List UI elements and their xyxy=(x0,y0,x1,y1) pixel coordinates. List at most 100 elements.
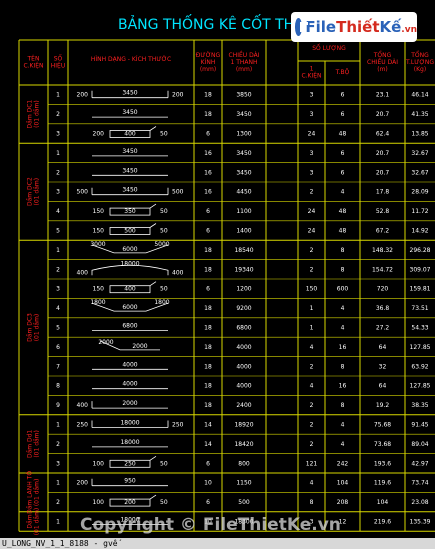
table-row: 3 6 1200 150 600 720 159.81 xyxy=(56,286,431,293)
rebar-line xyxy=(149,223,157,228)
rebar-dim-label: 150 xyxy=(93,228,105,235)
table-row: 1 14 18920 2 4 75.68 91.45 xyxy=(56,422,429,429)
cell-tong-cd: 720 xyxy=(377,286,389,293)
cell-tong-cd: 75.68 xyxy=(374,422,391,429)
cell-duong-kinh: 18 xyxy=(204,266,212,273)
header-chieu-dai: CHIỀU DÀI 1 THANH (mm) xyxy=(229,51,260,73)
cell-tong-tl: 32.67 xyxy=(411,169,428,176)
table-row: 3 6 800 121 242 193.6 42.97 xyxy=(56,460,429,467)
cell-tong-tl: 89.04 xyxy=(411,441,428,448)
cell-so-hieu: 3 xyxy=(56,286,60,293)
cell-tong-tl: 54.33 xyxy=(411,325,428,332)
header-sl-tbo: T.BỘ xyxy=(335,69,350,76)
cell-so-hieu: 8 xyxy=(56,383,60,390)
cell-so-hieu: 2 xyxy=(56,266,60,273)
rebar-shape-straight: 3450 xyxy=(92,109,168,118)
rebar-shape-straight: 4000 xyxy=(92,381,168,390)
cell-sl-tbo: 8 xyxy=(341,363,345,370)
cell-tong-tl: 14.92 xyxy=(411,228,428,235)
cell-sl-1ck: 2 xyxy=(310,189,314,196)
cell-tong-cd: 52.8 xyxy=(376,208,390,215)
cell-so-hieu: 1 xyxy=(56,150,60,157)
cell-sl-tbo: 8 xyxy=(341,266,345,273)
rebar-shape-hook_both: 18000 250 250 xyxy=(77,420,184,429)
rebar-shape-straight: 4000 xyxy=(92,361,168,370)
cell-tong-cd: 64 xyxy=(379,344,387,351)
rebar-dim-label: 18000 xyxy=(120,260,139,267)
rebar-shape-straight: 3450 xyxy=(92,148,168,157)
cell-tong-tl: 28.09 xyxy=(411,189,428,196)
rebar-dim-label: 400 xyxy=(77,402,89,409)
cell-tong-cd: 67.2 xyxy=(376,228,390,235)
cell-sl-1ck: 150 xyxy=(306,286,318,293)
cell-so-hieu: 6 xyxy=(56,344,60,351)
rebar-shape-stirrup: 200 100 50 xyxy=(93,494,168,507)
command-line[interactable]: U_LONG_NV_1_1_8188 - gvế xyxy=(0,538,435,549)
cell-tong-cd: 23.1 xyxy=(376,92,390,99)
rebar-stirrup-rect xyxy=(109,207,151,216)
rebar-arc-path xyxy=(91,264,169,276)
cell-duong-kinh: 14 xyxy=(204,422,212,429)
rebar-dim-label: 200 xyxy=(124,499,136,506)
rebar-line xyxy=(149,203,157,209)
logo-part1: File xyxy=(305,18,337,36)
cell-duong-kinh: 18 xyxy=(204,111,212,118)
rebar-dim-label: 200 xyxy=(77,92,89,99)
logo-mark-icon xyxy=(295,18,309,36)
cell-tong-tl: 63.92 xyxy=(411,363,428,370)
cell-sl-tbo: 104 xyxy=(337,480,349,487)
rebar-shape-slant: 2000 2000 xyxy=(98,339,160,351)
cell-tong-cd: 20.7 xyxy=(376,169,390,176)
rebar-shape-straight: 6800 xyxy=(92,323,168,331)
cell-duong-kinh: 18 xyxy=(204,247,212,254)
cell-tong-cd: 64 xyxy=(379,383,387,390)
cell-duong-kinh: 18 xyxy=(204,363,212,370)
cell-duong-kinh: 18 xyxy=(204,325,212,332)
cell-sl-tbo: 6 xyxy=(341,150,345,157)
cell-so-hieu: 1 xyxy=(56,480,60,487)
cell-sl-tbo: 6 xyxy=(341,169,345,176)
rebar-dim-label: 4000 xyxy=(122,381,137,388)
cell-chieu-dai: 4000 xyxy=(236,344,251,351)
cell-tong-cd: 193.6 xyxy=(374,460,391,467)
table-row: 1 10 1150 4 104 119.6 73.74 xyxy=(56,480,429,487)
table-row: 6 18 4000 4 16 64 127.85 xyxy=(56,344,431,351)
cell-tong-tl: 38.35 xyxy=(411,402,428,409)
cell-tong-cd: 20.7 xyxy=(376,150,390,157)
cell-tong-tl: 73.74 xyxy=(411,480,428,487)
rebar-dim-label: 6000 xyxy=(122,304,137,311)
rebar-stirrup-rect xyxy=(109,227,151,235)
rebar-dim-label: 50 xyxy=(160,208,168,215)
rebar-dim-label: 3450 xyxy=(122,109,137,116)
cell-sl-tbo: 6 xyxy=(341,111,345,118)
table-row: 3 16 4450 2 4 17.8 28.09 xyxy=(56,189,429,196)
cell-sl-1ck: 4 xyxy=(310,344,314,351)
cell-tong-tl: 159.81 xyxy=(410,286,431,293)
cell-tong-tl: 23.08 xyxy=(411,499,428,506)
rebar-dim-label: 200 xyxy=(172,92,184,99)
cell-so-hieu: 1 xyxy=(56,519,60,526)
cell-tong-tl: 11.72 xyxy=(411,208,428,215)
rebar-shape-stirrup: 400 200 50 xyxy=(93,126,168,138)
table-row: 1 10 18300 3 12 219.6 135.39 xyxy=(56,519,431,526)
rebar-dim-label: 200 xyxy=(93,131,105,138)
cell-chieu-dai: 1100 xyxy=(236,208,251,215)
table-row: 8 18 4000 4 16 64 127.85 xyxy=(56,383,431,390)
header-ten-ck: TÊN C.KIỆN xyxy=(23,54,43,69)
rebar-line xyxy=(149,281,157,287)
table-row: 2 16 3450 3 6 20.7 32.67 xyxy=(56,169,429,176)
table-header: TÊN C.KIỆN SỐ HIỆU HÌNH DẠNG - KÍCH THƯỚC ĐƯỜ… xyxy=(23,44,434,80)
cell-chieu-dai: 4450 xyxy=(236,189,251,196)
cell-tong-cd: 19.2 xyxy=(376,402,390,409)
cell-sl-tbo: 4 xyxy=(341,189,345,196)
rebar-dim-label: 400 xyxy=(124,286,136,293)
cell-chieu-dai: 3450 xyxy=(236,169,251,176)
cell-duong-kinh: 18 xyxy=(204,305,212,312)
rebar-dim-label: 2000 xyxy=(122,400,137,407)
rebar-shape-bent: 6000 3000 5000 xyxy=(90,241,170,254)
table-row: 1 18 3850 3 6 23.1 46.14 xyxy=(56,92,429,99)
rebar-dim-label: 18000 xyxy=(120,420,139,427)
rebar-dim-label: 100 xyxy=(93,460,105,467)
rebar-dim-label: 3450 xyxy=(122,90,137,97)
cell-sl-tbo: 208 xyxy=(337,499,349,506)
